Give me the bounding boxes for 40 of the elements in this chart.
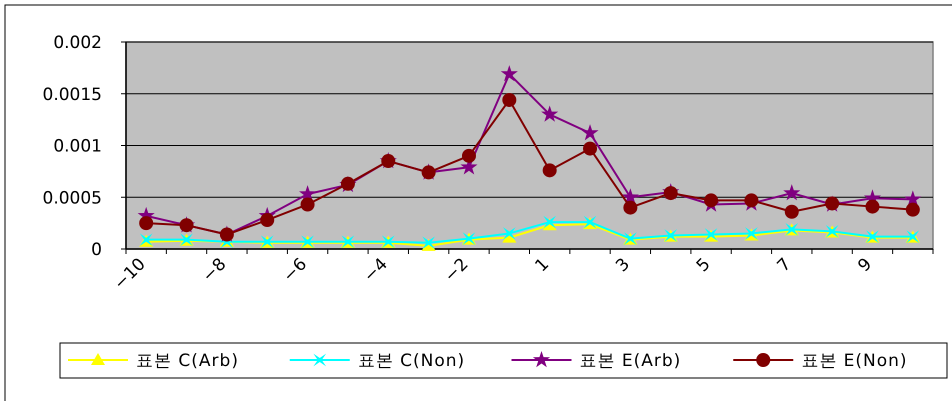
x-tick-label: −10 bbox=[110, 254, 150, 294]
point bbox=[502, 227, 516, 240]
point bbox=[260, 213, 274, 228]
point bbox=[139, 216, 154, 230]
point bbox=[543, 216, 556, 228]
x-tick-label: 1 bbox=[531, 254, 554, 276]
y-tick-label: 0.0005 bbox=[42, 188, 102, 208]
legend-label: 표본 C(Non) bbox=[358, 351, 466, 371]
point bbox=[542, 163, 557, 178]
x-tick-label: −6 bbox=[279, 254, 312, 286]
point bbox=[906, 202, 920, 217]
x-tick-label: −8 bbox=[198, 254, 230, 286]
y-tick-label: 0.002 bbox=[53, 33, 102, 53]
point bbox=[583, 142, 598, 156]
y-tick-label: 0 bbox=[91, 240, 102, 260]
legend-label: 표본 E(Arb) bbox=[580, 351, 682, 371]
point bbox=[664, 186, 678, 200]
point bbox=[462, 148, 476, 163]
point bbox=[300, 197, 315, 212]
y-tick-label: 0.001 bbox=[53, 136, 102, 156]
point bbox=[581, 124, 599, 140]
x-tick-label: 7 bbox=[774, 254, 796, 276]
point bbox=[704, 193, 718, 208]
legend-label: 표본 E(Non) bbox=[801, 351, 908, 371]
x-tick-label: 9 bbox=[854, 254, 876, 276]
point bbox=[865, 200, 880, 214]
point bbox=[784, 204, 799, 219]
point bbox=[541, 105, 558, 122]
point bbox=[502, 92, 516, 107]
point bbox=[783, 184, 800, 200]
point bbox=[422, 236, 435, 250]
point bbox=[623, 200, 638, 215]
x-tick-label: 3 bbox=[612, 254, 634, 276]
y-tick-label: 0.0015 bbox=[42, 84, 102, 105]
point bbox=[744, 193, 758, 208]
x-tick-label: −4 bbox=[360, 254, 392, 286]
legend-label: 표본 C(Arb) bbox=[136, 351, 239, 371]
point bbox=[500, 65, 518, 82]
x-tick-label: 5 bbox=[692, 254, 715, 276]
x-tick-label: −2 bbox=[440, 254, 473, 286]
